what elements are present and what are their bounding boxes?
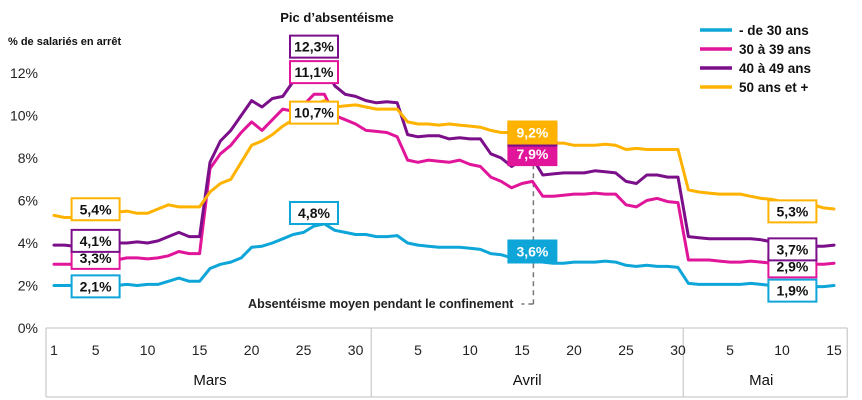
series-line-1	[52, 222, 836, 290]
data-label: 10,7%	[294, 105, 334, 121]
data-label: 5,4%	[80, 201, 112, 217]
x-tick-label: 15	[826, 342, 842, 358]
x-tick-label: 1	[50, 342, 58, 358]
x-tick-label: 15	[514, 342, 530, 358]
data-label: 12,3%	[294, 39, 334, 55]
x-tick-label: 15	[192, 342, 208, 358]
data-label-box	[289, 100, 339, 125]
series-lines-layer	[52, 66, 836, 290]
data-label-box	[70, 274, 121, 299]
data-label: 3,6%	[516, 244, 548, 260]
x-tick-label: 5	[726, 342, 734, 358]
data-label-box	[70, 197, 121, 222]
y-tick-label: 6%	[18, 193, 38, 209]
x-tick-label: 25	[618, 342, 634, 358]
x-tick-label: 10	[140, 342, 156, 358]
legend-entry: 40 à 49 ans	[739, 61, 811, 76]
series-line-2	[52, 92, 836, 268]
chart-title: Pic d’absentéisme	[280, 10, 393, 25]
data-label-box	[289, 201, 339, 225]
data-label: 4,1%	[80, 233, 112, 249]
data-label: 1,9%	[776, 283, 808, 299]
y-axis-label: % de salariés en arrêt	[8, 36, 121, 48]
y-tick-label: 4%	[18, 235, 38, 251]
month-label: Mai	[749, 372, 773, 389]
x-tick-label: 25	[296, 342, 312, 358]
legend-entry: - de 30 ans	[739, 23, 809, 38]
y-tick-label: 12%	[10, 65, 38, 81]
data-label-box	[289, 60, 339, 85]
y-tick-label: 10%	[10, 108, 38, 124]
data-label-box	[507, 239, 558, 264]
data-label-box	[767, 278, 818, 303]
legend: - de 30 ans 30 à 39 ans 40 à 49 ans 50 ans …	[700, 23, 811, 95]
legend-entry: 30 à 39 ans	[739, 42, 811, 57]
data-label-box	[767, 237, 818, 262]
x-tick-label: 20	[244, 342, 260, 358]
month-label: Mars	[193, 372, 226, 389]
legend-entry: 50 ans et +	[739, 80, 809, 95]
data-label: 4,8%	[298, 205, 330, 221]
data-label: 2,1%	[80, 278, 112, 294]
x-tick-label: 10	[462, 342, 478, 358]
x-tick-label: 20	[566, 342, 582, 358]
data-label-box	[289, 34, 339, 59]
y-tick-label: 0%	[18, 320, 38, 336]
data-label-box	[507, 120, 558, 145]
data-label-box	[767, 199, 818, 224]
x-tick-label: 5	[414, 342, 422, 358]
y-tick-label: 2%	[18, 278, 38, 294]
data-label: 3,7%	[776, 241, 808, 257]
data-label-box	[70, 228, 121, 253]
series-line-3	[52, 66, 836, 250]
y-tick-label: 8%	[18, 150, 38, 166]
data-label: 3,3%	[80, 250, 112, 266]
data-label: 2,9%	[776, 258, 808, 274]
x-tick-label: 30	[670, 342, 686, 358]
x-tick-label: 30	[348, 342, 364, 358]
data-label: 5,3%	[776, 203, 808, 219]
data-label: 9,2%	[516, 125, 548, 141]
x-tick-label: 10	[774, 342, 790, 358]
x-tick-label: 5	[92, 342, 100, 358]
data-label: 11,1%	[295, 64, 334, 80]
data-labels-layer: 2,1% 4,8% 3,6% 1,9% 3,3% 11,1% 7,9% 2,9% 4,1% 12,…	[70, 34, 818, 303]
annotation-text: Absentéisme moyen pendant le confinement	[248, 297, 514, 311]
series-line-4	[52, 99, 836, 219]
data-label: 7,9%	[516, 146, 548, 162]
month-label: Avril	[513, 372, 542, 389]
